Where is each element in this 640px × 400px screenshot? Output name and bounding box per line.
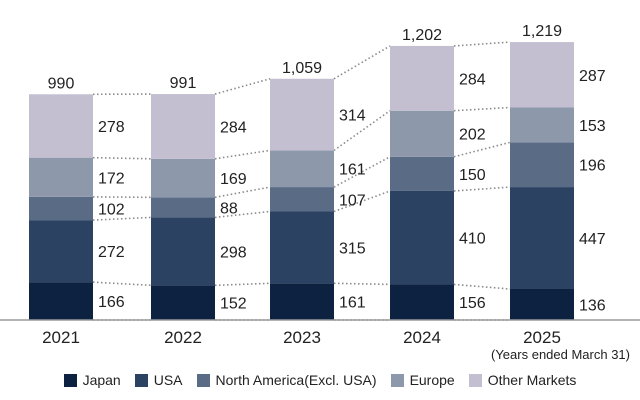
legend-swatch	[390, 373, 404, 387]
bar-segment-other-markets	[510, 42, 574, 108]
legend-swatch	[196, 373, 210, 387]
bar-segment-north-america-excl-usa-	[510, 142, 574, 188]
legend-item: Europe	[390, 372, 455, 388]
x-tick-label: 2024	[403, 328, 441, 347]
segment-value-label: 169	[220, 171, 247, 188]
bar-segment-other-markets	[390, 45, 454, 111]
segment-value-label: 156	[459, 295, 486, 312]
bar-total-label: 1,219	[522, 23, 562, 40]
bar-segment-north-america-excl-usa-	[29, 196, 93, 221]
bar-segment-north-america-excl-usa-	[390, 156, 454, 191]
bar-segment-europe	[29, 157, 93, 197]
legend-label: Europe	[409, 372, 455, 388]
connector-line	[214, 149, 271, 160]
bar-segment-europe	[510, 107, 574, 143]
bar-segment-europe	[270, 150, 334, 188]
connector-line	[214, 210, 271, 219]
bar-segment-japan	[390, 284, 454, 320]
connector-line	[333, 282, 391, 286]
connector-line	[214, 78, 271, 95]
legend-label: Other Markets	[487, 372, 577, 388]
segment-value-label: 447	[579, 231, 606, 248]
legend-item: Japan	[63, 372, 121, 388]
x-tick-label: 2023	[283, 328, 321, 347]
bar-segment-europe	[390, 110, 454, 157]
bar-segment-europe	[151, 158, 215, 198]
segment-value-label: 284	[220, 119, 247, 136]
connector-line	[453, 41, 511, 47]
segment-value-label: 166	[98, 294, 125, 311]
legend-label: North America(Excl. USA)	[215, 372, 377, 388]
segment-value-label: 107	[339, 192, 366, 209]
bar-segment-japan	[29, 282, 93, 320]
bar-total-label: 1,202	[402, 27, 442, 44]
legend-swatch	[134, 373, 148, 387]
segment-value-label: 314	[339, 108, 366, 125]
connector-line	[92, 281, 152, 287]
segment-value-label: 315	[339, 240, 366, 257]
segment-value-label: 287	[579, 68, 606, 85]
segment-value-label: 88	[220, 200, 238, 217]
bar-segment-usa	[510, 187, 574, 289]
bar-segment-japan	[151, 285, 215, 320]
segment-value-label: 161	[339, 295, 366, 312]
bar-segment-usa	[390, 190, 454, 285]
legend-item: Other Markets	[468, 372, 577, 388]
segment-value-label: 153	[579, 118, 606, 135]
segment-value-label: 150	[459, 167, 486, 184]
x-tick-label: 2025	[523, 328, 561, 347]
segment-value-label: 196	[579, 158, 606, 175]
segment-value-label: 102	[98, 202, 125, 219]
x-tick-label: 2022	[164, 328, 202, 347]
bar-segment-other-markets	[270, 78, 334, 151]
bar-total-label: 990	[48, 75, 75, 92]
bar-segment-usa	[270, 211, 334, 284]
bar-segment-japan	[510, 288, 574, 320]
segment-value-label: 152	[220, 296, 247, 313]
segment-value-label: 410	[459, 231, 486, 248]
bar-segment-usa	[151, 217, 215, 286]
bar-segment-north-america-excl-usa-	[151, 197, 215, 218]
legend-label: USA	[153, 372, 183, 388]
bar-segment-usa	[29, 220, 93, 283]
bar-total-label: 1,059	[282, 60, 322, 77]
segment-value-label: 298	[220, 244, 247, 261]
segment-value-label: 161	[339, 162, 366, 179]
bar-total-label: 991	[170, 75, 197, 92]
legend-swatch	[63, 373, 77, 387]
connector-line	[453, 141, 511, 158]
segment-value-label: 202	[459, 127, 486, 144]
connector-line	[453, 186, 511, 192]
x-tick-label: 2021	[42, 328, 80, 347]
legend-label: Japan	[82, 372, 121, 388]
bar-segment-japan	[270, 283, 334, 320]
connector-line	[453, 106, 511, 112]
connector-line	[333, 110, 391, 152]
fiscal-year-note: (Years ended March 31)	[491, 347, 630, 362]
legend-swatch	[468, 373, 482, 387]
connector-line	[333, 156, 391, 188]
connector-line	[453, 283, 511, 290]
bar-segment-other-markets	[29, 94, 93, 158]
connector-line	[214, 186, 271, 199]
segment-value-label: 172	[98, 170, 125, 187]
segment-value-label: 136	[579, 297, 606, 314]
connector-line	[92, 156, 152, 160]
bar-segment-other-markets	[151, 94, 215, 159]
bar-segment-north-america-excl-usa-	[270, 187, 334, 212]
connector-line	[333, 45, 391, 80]
segment-value-label: 278	[98, 119, 125, 136]
legend-item: USA	[134, 372, 183, 388]
chart-legend: Japan USA North America(Excl. USA) Europe Ot…	[0, 372, 640, 388]
connector-line	[92, 216, 152, 221]
legend-item: North America(Excl. USA)	[196, 372, 377, 388]
segment-value-label: 272	[98, 244, 125, 261]
segment-value-label: 284	[459, 71, 486, 88]
connector-line	[214, 282, 271, 287]
